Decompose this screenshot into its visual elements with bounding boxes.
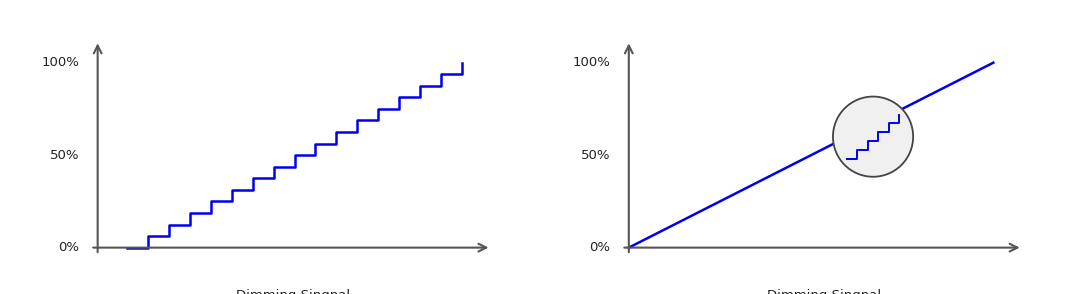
Text: 50%: 50%: [50, 149, 79, 162]
Text: 0%: 0%: [590, 241, 610, 254]
Text: 50%: 50%: [581, 149, 610, 162]
Ellipse shape: [833, 96, 913, 177]
Text: Dimming Singnal: Dimming Singnal: [766, 288, 881, 294]
Text: Dimming Singnal: Dimming Singnal: [235, 288, 350, 294]
Text: 0%: 0%: [59, 241, 79, 254]
Text: 100%: 100%: [572, 56, 610, 69]
Text: 100%: 100%: [41, 56, 79, 69]
